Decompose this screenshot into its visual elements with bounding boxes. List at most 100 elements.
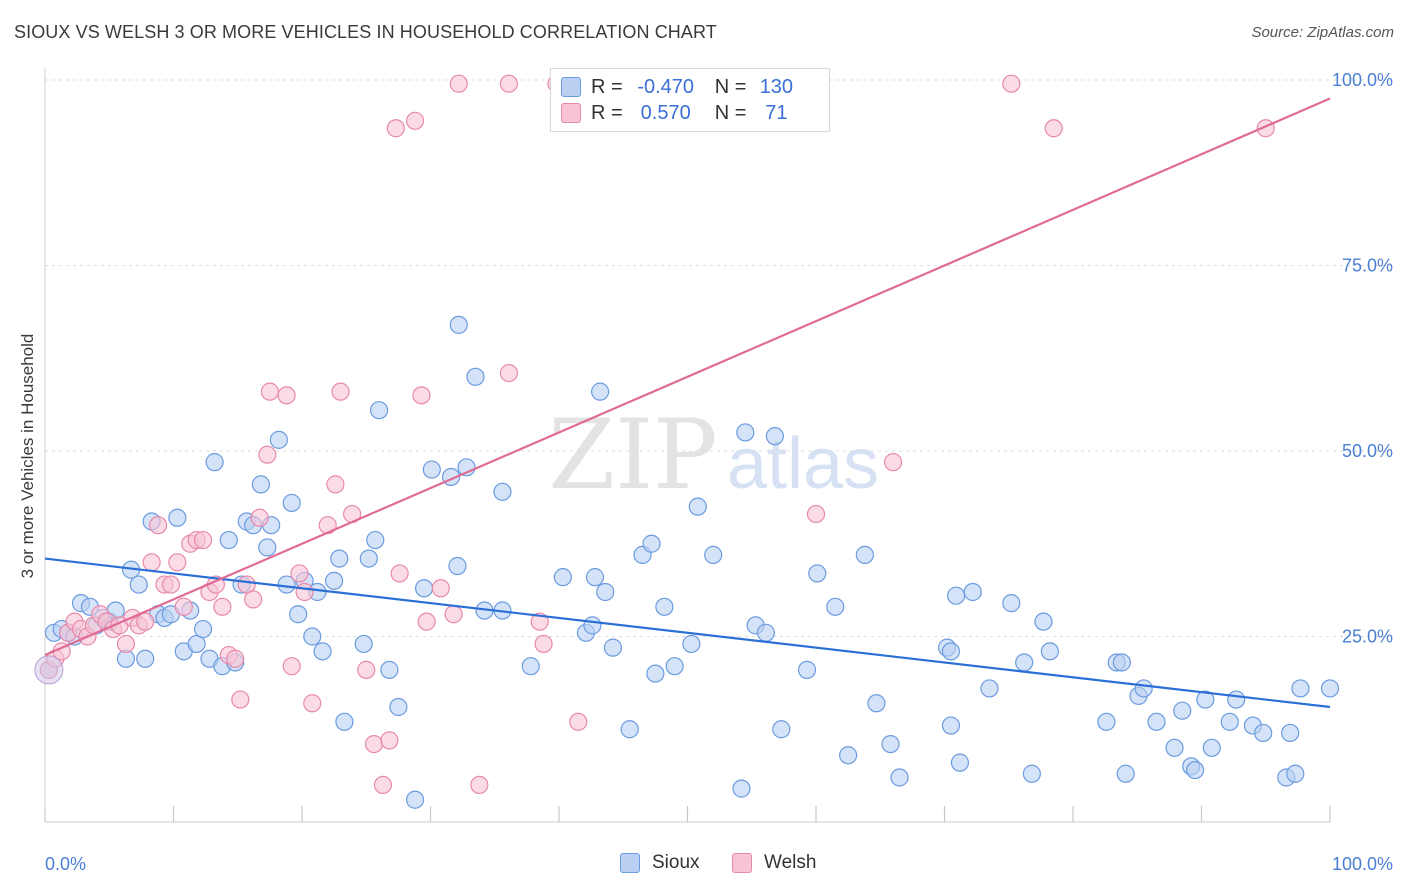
sioux-point [963, 582, 982, 602]
sioux-point [325, 571, 344, 590]
welsh-point [295, 582, 314, 602]
welsh-point [174, 597, 193, 616]
sioux-point [839, 746, 858, 765]
welsh-point [326, 475, 345, 494]
sioux-point [655, 597, 674, 616]
sioux-point [808, 564, 827, 583]
sioux-point [422, 460, 441, 479]
sioux-point [1034, 612, 1053, 631]
welsh-point [244, 590, 263, 609]
welsh-point [470, 775, 489, 795]
welsh-point [569, 712, 588, 731]
sioux-point [1015, 653, 1034, 672]
welsh-point [161, 575, 181, 594]
sioux-point [258, 538, 277, 557]
sioux-point [646, 664, 665, 683]
sioux-point [193, 619, 213, 639]
welsh-point [168, 553, 187, 572]
welsh-point [806, 504, 826, 524]
y-tick-label: 50.0% [1342, 441, 1393, 461]
r-label: R = [591, 101, 623, 124]
welsh-point [386, 119, 405, 138]
y-tick-label: 100.0% [1332, 70, 1393, 90]
sioux-point [941, 642, 961, 661]
welsh-point [1002, 74, 1021, 93]
welsh-point [142, 553, 161, 572]
welsh-point [373, 775, 393, 795]
welsh-point [390, 564, 409, 583]
sioux-point [168, 508, 187, 527]
sioux-point [405, 790, 425, 809]
sioux-point [596, 582, 615, 602]
sioux-point [1097, 712, 1116, 731]
correlation-legend: R = -0.470 N = 130 R = 0.570 N = 71 [550, 68, 830, 132]
welsh-point [303, 694, 322, 713]
sioux-point [765, 427, 784, 446]
sioux-point [1040, 642, 1059, 661]
welsh-point [883, 453, 903, 472]
sioux-point [553, 568, 572, 587]
welsh-point [290, 564, 309, 583]
sioux-point [1165, 738, 1184, 757]
sioux-point [251, 475, 270, 494]
welsh-point [231, 690, 250, 709]
n-label: N = [714, 75, 747, 98]
welsh-point [412, 386, 431, 405]
welsh-point [277, 386, 296, 405]
welsh-point [213, 597, 232, 616]
welsh-trend-line [44, 97, 1331, 657]
sioux-point [380, 660, 399, 679]
x-tick-label: 0.0% [45, 854, 86, 874]
sioux-legend-label: Sioux [652, 852, 700, 873]
welsh-point [499, 74, 518, 93]
sioux-point [881, 734, 900, 754]
welsh-legend-label: Welsh [764, 852, 817, 873]
sioux-point [826, 597, 845, 616]
source-credit: Source: ZipAtlas.com [1251, 24, 1394, 41]
sioux-point [772, 720, 791, 739]
sioux-point [1254, 723, 1273, 743]
legend-item-sioux: Sioux [620, 852, 700, 874]
sioux-point [330, 549, 349, 568]
sioux-point [890, 768, 909, 787]
welsh-point [530, 612, 549, 631]
sioux-point [205, 453, 224, 472]
sioux-point [1002, 594, 1021, 613]
sioux-point [1116, 764, 1135, 783]
sioux-point [603, 638, 623, 657]
r-value: 0.570 [640, 101, 691, 124]
legend-row-sioux: R = -0.470 N = 130 [561, 75, 798, 99]
sioux-trend-line [44, 557, 1331, 709]
sioux-point [736, 423, 755, 442]
sioux-point [797, 660, 817, 679]
welsh-point [417, 612, 436, 631]
sioux-point [493, 482, 512, 501]
sioux-point [354, 634, 373, 654]
sioux-point [642, 534, 661, 553]
sioux-point [366, 530, 385, 550]
sioux-point [335, 712, 354, 731]
sioux-point [1112, 653, 1131, 672]
r-label: R = [591, 75, 623, 98]
sioux-point [303, 627, 322, 646]
sioux-point [414, 579, 434, 598]
sioux-point [756, 623, 775, 642]
welsh-point [331, 382, 350, 401]
sioux-point [289, 605, 308, 624]
legend-item-welsh: Welsh [732, 852, 816, 874]
sioux-point [1320, 679, 1340, 698]
welsh-point [357, 660, 376, 679]
welsh-point [405, 111, 425, 130]
welsh-point [116, 634, 136, 654]
sioux-point [466, 367, 485, 386]
sioux-point [855, 545, 874, 564]
welsh-point [1044, 119, 1063, 138]
sioux-point [1173, 701, 1192, 720]
sioux-point [591, 382, 610, 401]
sioux-point [620, 720, 639, 739]
welsh-point [260, 382, 279, 401]
sioux-point [1134, 679, 1153, 698]
sioux-swatch [561, 77, 581, 97]
welsh-point [431, 579, 450, 598]
